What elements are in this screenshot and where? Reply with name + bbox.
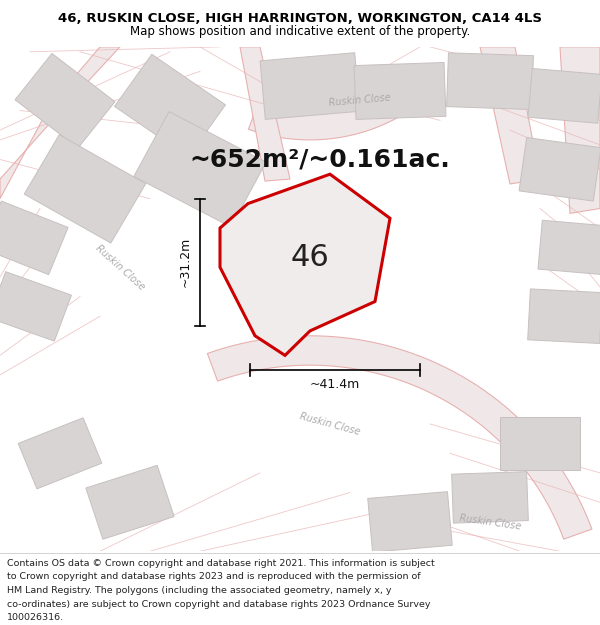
Text: 46: 46: [290, 243, 329, 272]
Polygon shape: [15, 54, 115, 148]
Text: Ruskin Close: Ruskin Close: [329, 93, 391, 108]
Text: Map shows position and indicative extent of the property.: Map shows position and indicative extent…: [130, 24, 470, 38]
Polygon shape: [86, 466, 174, 539]
Polygon shape: [446, 52, 533, 109]
Polygon shape: [560, 47, 600, 213]
Polygon shape: [0, 47, 120, 199]
Polygon shape: [208, 336, 592, 539]
Text: to Crown copyright and database rights 2023 and is reproduced with the permissio: to Crown copyright and database rights 2…: [7, 572, 421, 581]
Text: Ruskin Close: Ruskin Close: [458, 512, 521, 531]
Polygon shape: [248, 76, 426, 140]
Polygon shape: [18, 418, 102, 489]
Polygon shape: [528, 69, 600, 123]
Text: ~652m²/~0.161ac.: ~652m²/~0.161ac.: [190, 148, 451, 171]
Polygon shape: [519, 138, 600, 201]
Text: Ruskin Close: Ruskin Close: [94, 242, 146, 292]
Polygon shape: [134, 112, 266, 227]
Polygon shape: [500, 417, 580, 471]
Polygon shape: [240, 47, 290, 181]
Polygon shape: [220, 174, 390, 356]
Polygon shape: [115, 54, 226, 157]
Polygon shape: [0, 272, 71, 341]
Text: 100026316.: 100026316.: [7, 613, 64, 622]
Polygon shape: [24, 135, 146, 243]
Polygon shape: [538, 220, 600, 275]
Text: ~31.2m: ~31.2m: [179, 238, 192, 288]
Text: ~41.4m: ~41.4m: [310, 378, 360, 391]
Text: co-ordinates) are subject to Crown copyright and database rights 2023 Ordnance S: co-ordinates) are subject to Crown copyr…: [7, 599, 431, 609]
Polygon shape: [0, 201, 68, 274]
Polygon shape: [368, 492, 452, 552]
Polygon shape: [354, 62, 446, 119]
Text: HM Land Registry. The polygons (including the associated geometry, namely x, y: HM Land Registry. The polygons (includin…: [7, 586, 392, 595]
Polygon shape: [260, 52, 360, 119]
Text: 46, RUSKIN CLOSE, HIGH HARRINGTON, WORKINGTON, CA14 4LS: 46, RUSKIN CLOSE, HIGH HARRINGTON, WORKI…: [58, 12, 542, 25]
Polygon shape: [527, 289, 600, 344]
Text: Ruskin Close: Ruskin Close: [299, 411, 361, 437]
Text: Contains OS data © Crown copyright and database right 2021. This information is : Contains OS data © Crown copyright and d…: [7, 559, 435, 568]
Polygon shape: [480, 47, 540, 184]
Polygon shape: [452, 472, 529, 523]
